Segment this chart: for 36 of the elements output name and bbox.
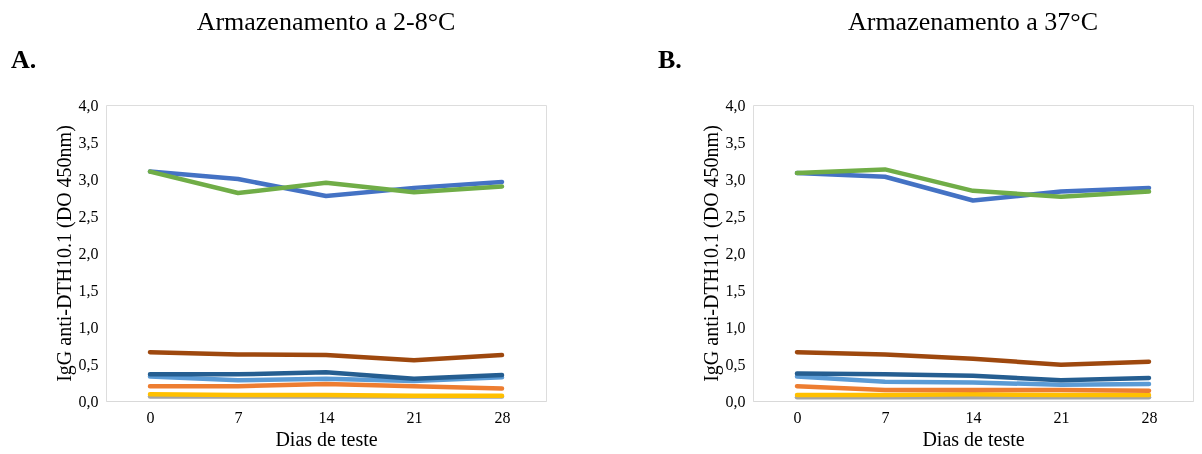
y-tick-label: 3,0 — [78, 170, 99, 188]
y-tick-label: 2,5 — [725, 207, 746, 225]
y-tick-label: 4,0 — [725, 96, 746, 114]
y-tick-label: 1,5 — [78, 281, 99, 299]
x-tick-label: 28 — [494, 408, 511, 426]
x-axis-title: Dias de teste — [275, 427, 378, 450]
y-tick-label: 4,0 — [78, 96, 99, 114]
x-tick-label: 21 — [406, 408, 423, 426]
chart-title: Armazenamento a 37°C — [847, 7, 1099, 36]
y-tick-label: 0,5 — [78, 355, 99, 373]
y-tick-label: 3,5 — [725, 133, 746, 151]
text: A. — [11, 45, 37, 74]
x-axis-title: Dias de teste — [922, 427, 1025, 450]
x-tick-label: 0 — [146, 408, 155, 426]
y-tick-label: 3,5 — [78, 133, 99, 151]
chart-title: Armazenamento a 2-8°C — [196, 7, 456, 36]
y-tick-label: 2,0 — [78, 244, 99, 262]
x-tick-label: 7 — [881, 408, 890, 426]
y-tick-label: 0,0 — [725, 392, 746, 410]
y-tick-label: 3,0 — [725, 170, 746, 188]
y-tick-label: 1,0 — [78, 318, 99, 336]
x-tick-label: 14 — [965, 408, 982, 426]
y-tick-label: 1,5 — [725, 281, 746, 299]
y-tick-label: 2,0 — [725, 244, 746, 262]
y-tick-label: 1,0 — [725, 318, 746, 336]
x-tick-label: 0 — [793, 408, 802, 426]
y-tick-label: 0,0 — [78, 392, 99, 410]
text: B. — [658, 45, 682, 74]
x-tick-label: 28 — [1141, 408, 1158, 426]
x-tick-label: 14 — [318, 408, 335, 426]
y-axis-title: IgG anti-DTH10.1 (DO 450nm) — [52, 125, 76, 382]
x-tick-label: 7 — [234, 408, 243, 426]
y-axis-title: IgG anti-DTH10.1 (DO 450nm) — [699, 125, 723, 382]
x-tick-label: 21 — [1053, 408, 1070, 426]
y-tick-label: 2,5 — [78, 207, 99, 225]
y-tick-label: 0,5 — [725, 355, 746, 373]
